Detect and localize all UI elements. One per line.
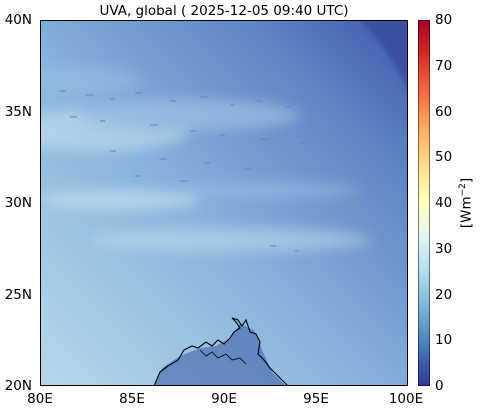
x-tick-80e: 80E: [27, 391, 53, 407]
plot-frame: [40, 20, 408, 386]
map-title: UVA, global ( 2025-12-05 09:40 UTC): [99, 3, 349, 19]
cbar-tick-30: 30: [435, 241, 453, 257]
x-tick-90e: 90E: [211, 391, 237, 407]
river-outline: [199, 349, 247, 365]
x-tick-95e: 95E: [303, 391, 329, 407]
cloud-speckles: [60, 90, 306, 252]
y-tick-40n: 40N: [4, 12, 32, 28]
y-tick-25n: 25N: [4, 287, 32, 303]
y-tick-30n: 30N: [4, 195, 32, 211]
cloud-bands: [40, 66, 370, 252]
cbar-tick-50: 50: [435, 149, 453, 165]
cbar-tick-70: 70: [435, 58, 453, 74]
y-tick-35n: 35N: [4, 104, 32, 120]
cbar-tick-10: 10: [435, 332, 453, 348]
colorbar-label: [Wm−2]: [457, 177, 475, 229]
x-tick-100e: 100E: [388, 391, 424, 407]
x-tick-85e: 85E: [119, 391, 145, 407]
coastline: [153, 317, 289, 386]
colorbar: [418, 20, 430, 386]
cbar-tick-80: 80: [435, 12, 453, 28]
land-region: [154, 324, 286, 386]
cbar-tick-40: 40: [435, 195, 453, 211]
cbar-tick-20: 20: [435, 287, 453, 303]
y-tick-20n: 20N: [4, 378, 32, 394]
cbar-tick-0: 0: [435, 378, 444, 394]
cbar-tick-60: 60: [435, 104, 453, 120]
dark-corner-region: [360, 20, 408, 90]
uva-map-plot: [40, 20, 408, 386]
